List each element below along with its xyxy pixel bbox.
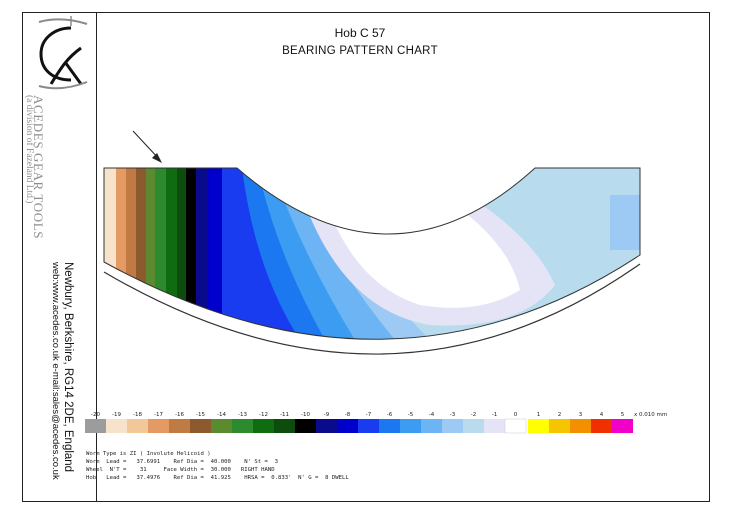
legend-swatch-neg-9: [274, 419, 295, 433]
legend-label-neg-20: 0: [514, 412, 518, 418]
legend-label-pos-4: 5: [621, 412, 625, 418]
sidebar: [22, 12, 97, 502]
root-line: [103, 263, 641, 355]
legend-swatch-neg-13: [358, 419, 379, 433]
legend-swatch-neg-15: [400, 419, 421, 433]
legend-swatch-neg-7: [232, 419, 253, 433]
legend-label-neg-12: -8: [345, 412, 351, 418]
legend-swatch-neg-16: [421, 419, 442, 433]
legend-label-neg-11: -9: [324, 412, 330, 418]
pointer-arrowhead: [152, 153, 162, 163]
legend-swatch-pos-0: [528, 419, 549, 433]
legend-swatch-pos-2: [570, 419, 591, 433]
legend-swatch-neg-3: [148, 419, 169, 433]
legend-label-neg-13: -7: [366, 412, 372, 418]
legend-label-neg-19: -1: [492, 412, 497, 418]
legend-swatch-pos-1: [549, 419, 570, 433]
legend-swatch-neg-14: [379, 419, 400, 433]
legend-label-neg-18: -2: [471, 412, 476, 418]
legend-swatch-neg-5: [190, 419, 211, 433]
legend-swatch-pos-4: [612, 419, 633, 433]
spec-wheel: Wheel N'T = 31 Face Width = 30.000 RIGHT…: [86, 467, 275, 473]
legend-label-pos-3: 4: [600, 412, 604, 418]
legend-swatch-neg-0: [85, 419, 106, 433]
legend-label-neg-0: -20: [91, 412, 100, 418]
spec-worm: Worm Lead = 37.6991 Ref Dia = 40.000 N' …: [86, 459, 278, 465]
legend-label-neg-15: -5: [408, 412, 414, 418]
legend-swatch-neg-20: [504, 418, 527, 434]
legend-label-neg-2: -18: [133, 412, 142, 418]
legend-swatch-neg-6: [211, 419, 232, 433]
legend-label-neg-4: -16: [175, 412, 184, 418]
legend-swatch-neg-11: [316, 419, 337, 433]
legend-swatch-neg-2: [127, 419, 148, 433]
legend-label-neg-7: -13: [238, 412, 247, 418]
legend-label-neg-3: -17: [154, 412, 163, 418]
legend-swatch-neg-18: [463, 419, 484, 433]
legend-label-neg-1: -19: [112, 412, 121, 418]
legend-swatch-neg-8: [253, 419, 274, 433]
legend-label-pos-1: 2: [558, 412, 562, 418]
legend-swatch-neg-4: [169, 419, 190, 433]
acedes-logo-icon: [38, 16, 88, 90]
chart-title: Hob C 57: [334, 26, 386, 40]
chart-subtitle: BEARING PATTERN CHART: [282, 45, 438, 57]
legend-label-neg-16: -4: [429, 412, 435, 418]
legend-label-neg-8: -12: [259, 412, 268, 418]
legend: -20 -19 -18 -17 -16 -15 -14 -13 -12 -11 -10 -9 -8 -7-…: [85, 412, 667, 434]
spec-worm-type: Worm Type is ZI ( Involute Helicoid ): [86, 451, 211, 457]
legend-label-neg-5: -15: [196, 412, 205, 418]
legend-swatch-neg-10: [295, 419, 316, 433]
chart-frame: [22, 12, 710, 502]
legend-label-pos-0: 1: [537, 412, 541, 418]
legend-label-neg-9: -11: [280, 412, 289, 418]
legend-label-neg-10: -10: [301, 412, 310, 418]
spec-hob: Hob Lead = 37.4976 Ref Dia = 41.925 HRSA…: [86, 475, 349, 481]
legend-unit-label: x 0.010 mm: [634, 412, 667, 418]
legend-label-pos-2: 3: [579, 412, 583, 418]
contour-pattern: [104, 168, 640, 340]
legend-label-neg-14: -6: [387, 412, 393, 418]
tooth-outline: [103, 167, 641, 340]
legend-swatch-neg-1: [106, 419, 127, 433]
legend-swatch-neg-12: [337, 419, 358, 433]
legend-label-neg-6: -14: [217, 412, 226, 418]
legend-swatch-pos-3: [591, 419, 612, 433]
legend-swatch-neg-17: [442, 419, 463, 433]
legend-swatch-neg-19: [484, 419, 505, 433]
legend-label-neg-17: -3: [450, 412, 456, 418]
